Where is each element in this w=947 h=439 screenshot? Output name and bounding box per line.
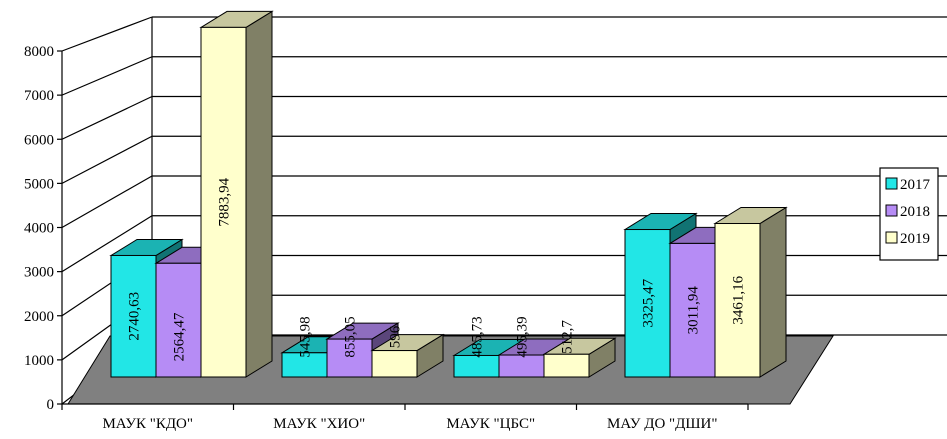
grid-depth-line [61,56,153,96]
bar-side [759,206,787,378]
legend-swatch-2019 [885,231,898,244]
y-tick-label: 3000 [24,265,54,281]
data-label: 3325,47 [641,278,657,327]
x-category-label: МАУК "ХИО" [273,416,365,432]
bar-front [714,223,761,378]
legend-label-2018: 2018 [900,204,930,220]
bar-front [326,338,373,378]
data-label: 2564,47 [172,312,188,361]
data-label: 495,39 [515,316,531,357]
data-label: 485,73 [470,316,486,357]
data-label: 855,05 [343,316,359,357]
y-tick-label: 0 [47,397,55,413]
y-tick-label: 8000 [24,44,54,60]
y-tick-label: 4000 [24,221,54,237]
bar-2019 [199,10,274,378]
data-label: 2740,63 [127,292,143,341]
grid-depth-line [61,215,153,273]
bar-front [669,242,716,378]
legend-swatch-2018 [885,204,898,217]
legend-label-2017: 2017 [900,177,931,193]
bar-front [155,262,202,378]
legend-label-2019: 2019 [900,231,930,247]
bar-2019 [713,206,788,378]
bar-2019 [370,333,445,378]
data-label: 3461,16 [731,275,747,324]
legend: 2017 2018 2019 [879,167,939,261]
y-tick-label: 5000 [24,176,54,192]
x-category-label: МАУ ДО "ДШИ" [607,416,717,432]
bar-front [543,353,590,378]
grid-depth-line [61,175,153,229]
grid-depth-line [61,135,153,184]
y-tick-label: 2000 [24,309,54,325]
y-tick-label: 6000 [24,132,54,148]
bar-front [281,352,328,378]
data-label: 545,98 [298,316,314,357]
grid-depth-line [61,95,153,140]
bar-2019 [542,337,617,378]
bar-side [245,10,273,378]
y-tick-label: 1000 [24,353,54,369]
legend-swatch-2017 [885,177,898,190]
x-category-label: МАУК "КДО" [102,416,193,432]
x-category-label: МАУК "ЦБС" [446,416,535,432]
y-tick-label: 7000 [24,88,54,104]
data-label: 7883,94 [217,177,233,226]
bar-front [371,350,418,378]
grid-depth-line [61,16,153,52]
data-label: 3011,94 [686,286,702,335]
data-label: 512,7 [560,320,576,354]
bar-front [453,354,500,378]
data-label: 596 [388,325,404,348]
bar-front [200,26,247,378]
